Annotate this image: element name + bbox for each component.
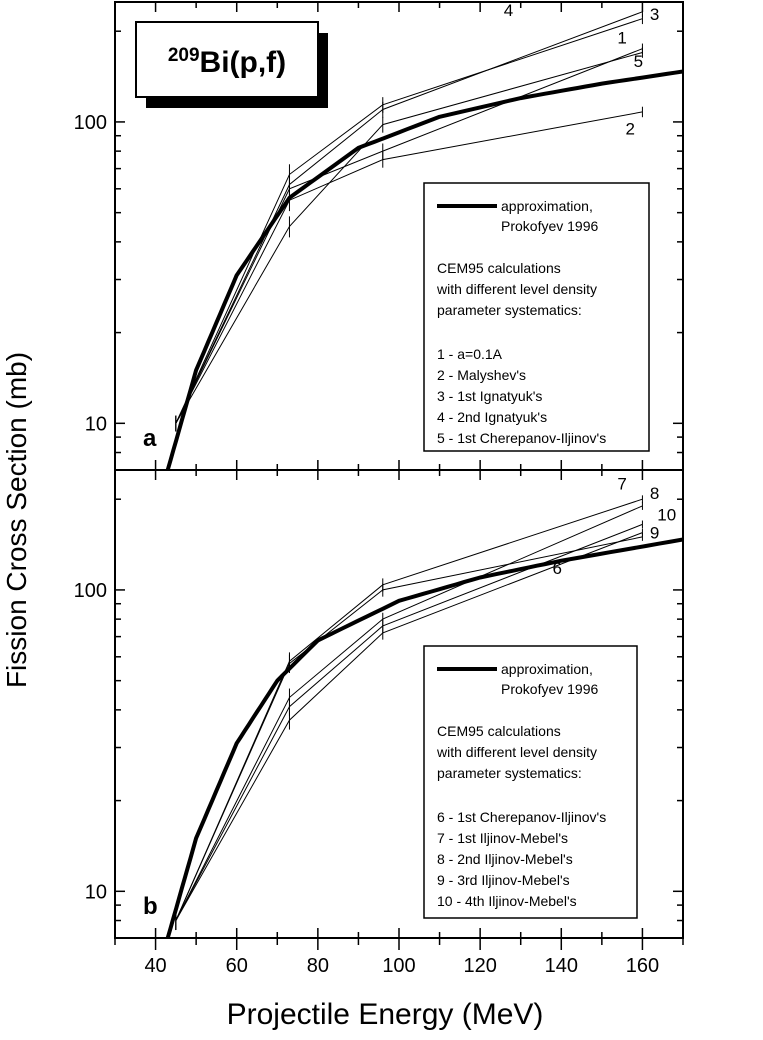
reaction-rest: Bi(p,f) (200, 46, 287, 79)
panel-label: b (143, 893, 158, 920)
series-label: 3 (650, 5, 659, 24)
legend-description: CEM95 calculations (437, 260, 561, 276)
series-label: 6 (552, 559, 561, 578)
title-box (135, 21, 319, 98)
series-line-4 (175, 11, 643, 424)
series-line-2 (175, 111, 643, 424)
x-axis: 40 60 80 100 120 140 160 (114, 938, 684, 977)
panel-label: a (143, 425, 157, 452)
legend-item: 10 - 4th Iljinov-Mebel's (437, 893, 577, 909)
x-tick-label: 140 (545, 955, 578, 977)
legend-item: 1 - a=0.1A (437, 346, 503, 362)
x-tick-label: 40 (144, 955, 166, 977)
legend-item: 6 - 1st Cherepanov-Iljinov's (437, 809, 606, 825)
legend: approximation, Prokofyev 1996 CEM95 calcul… (423, 182, 650, 452)
legend-description: parameter systematics: (437, 765, 582, 781)
legend-item: 2 - Malyshev's (437, 367, 526, 383)
legend-item: 9 - 3rd Iljinov-Mebel's (437, 872, 570, 888)
y-tick-label: 10 (85, 881, 107, 903)
approximation-curve (165, 537, 683, 938)
x-tick-label: 120 (463, 955, 496, 977)
legend-item: 4 - 2nd Ignatyuk's (437, 409, 547, 425)
series-label: 10 (657, 505, 676, 524)
legend-approximation-source: Prokofyev 1996 (501, 218, 598, 234)
legend: approximation, Prokofyev 1996 CEM95 calcul… (423, 645, 638, 919)
legend-box (423, 182, 650, 452)
series-group (165, 6, 683, 470)
legend-description: CEM95 calculations (437, 723, 561, 739)
series-line-7 (175, 498, 643, 921)
series-line-3 (175, 18, 643, 424)
series-line-8 (175, 505, 643, 921)
panel-a: 10 100 4 3 15 2 a approximation, Prokofyev 1996 C… (74, 1, 684, 471)
series-line-10 (175, 523, 643, 921)
series-label: 2 (626, 119, 635, 138)
series-group (165, 495, 683, 938)
legend-description: with different level density (436, 281, 597, 297)
x-tick-label: 60 (226, 955, 248, 977)
legend-item: 3 - 1st Ignatyuk's (437, 388, 542, 404)
reaction-title: 209Bi(p,f) (168, 45, 286, 79)
y-axis-label: Fission Cross Section (mb) (1, 352, 32, 688)
x-tick-label: 100 (382, 955, 415, 977)
x-tick-label: 80 (307, 955, 329, 977)
x-tick-label: 160 (626, 955, 659, 977)
series-label: 4 (504, 1, 513, 20)
reaction-mass: 209 (168, 45, 200, 66)
y-tick-label: 100 (74, 112, 107, 134)
series-label: 5 (634, 52, 643, 71)
legend-approximation-source: Prokofyev 1996 (501, 681, 598, 697)
x-axis-label: Projectile Energy (MeV) (227, 998, 544, 1031)
legend-approximation-label: approximation, (501, 198, 593, 214)
legend-box (423, 645, 638, 919)
series-line-5 (175, 52, 643, 424)
series-label: 8 (650, 484, 659, 503)
legend-approximation-label: approximation, (501, 661, 593, 677)
approximation-curve (165, 69, 683, 470)
y-tick-label: 10 (85, 413, 107, 435)
series-label: 7 (617, 475, 626, 494)
series-line-9 (175, 532, 643, 921)
legend-item: 5 - 1st Cherepanov-Iljinov's (437, 430, 606, 446)
y-tick-label: 100 (74, 580, 107, 602)
series-label: 9 (650, 524, 659, 543)
legend-item: 7 - 1st Iljinov-Mebel's (437, 830, 568, 846)
legend-description: with different level density (436, 744, 597, 760)
legend-item: 8 - 2nd Iljinov-Mebel's (437, 851, 573, 867)
series-label: 1 (617, 29, 626, 48)
legend-description: parameter systematics: (437, 302, 582, 318)
